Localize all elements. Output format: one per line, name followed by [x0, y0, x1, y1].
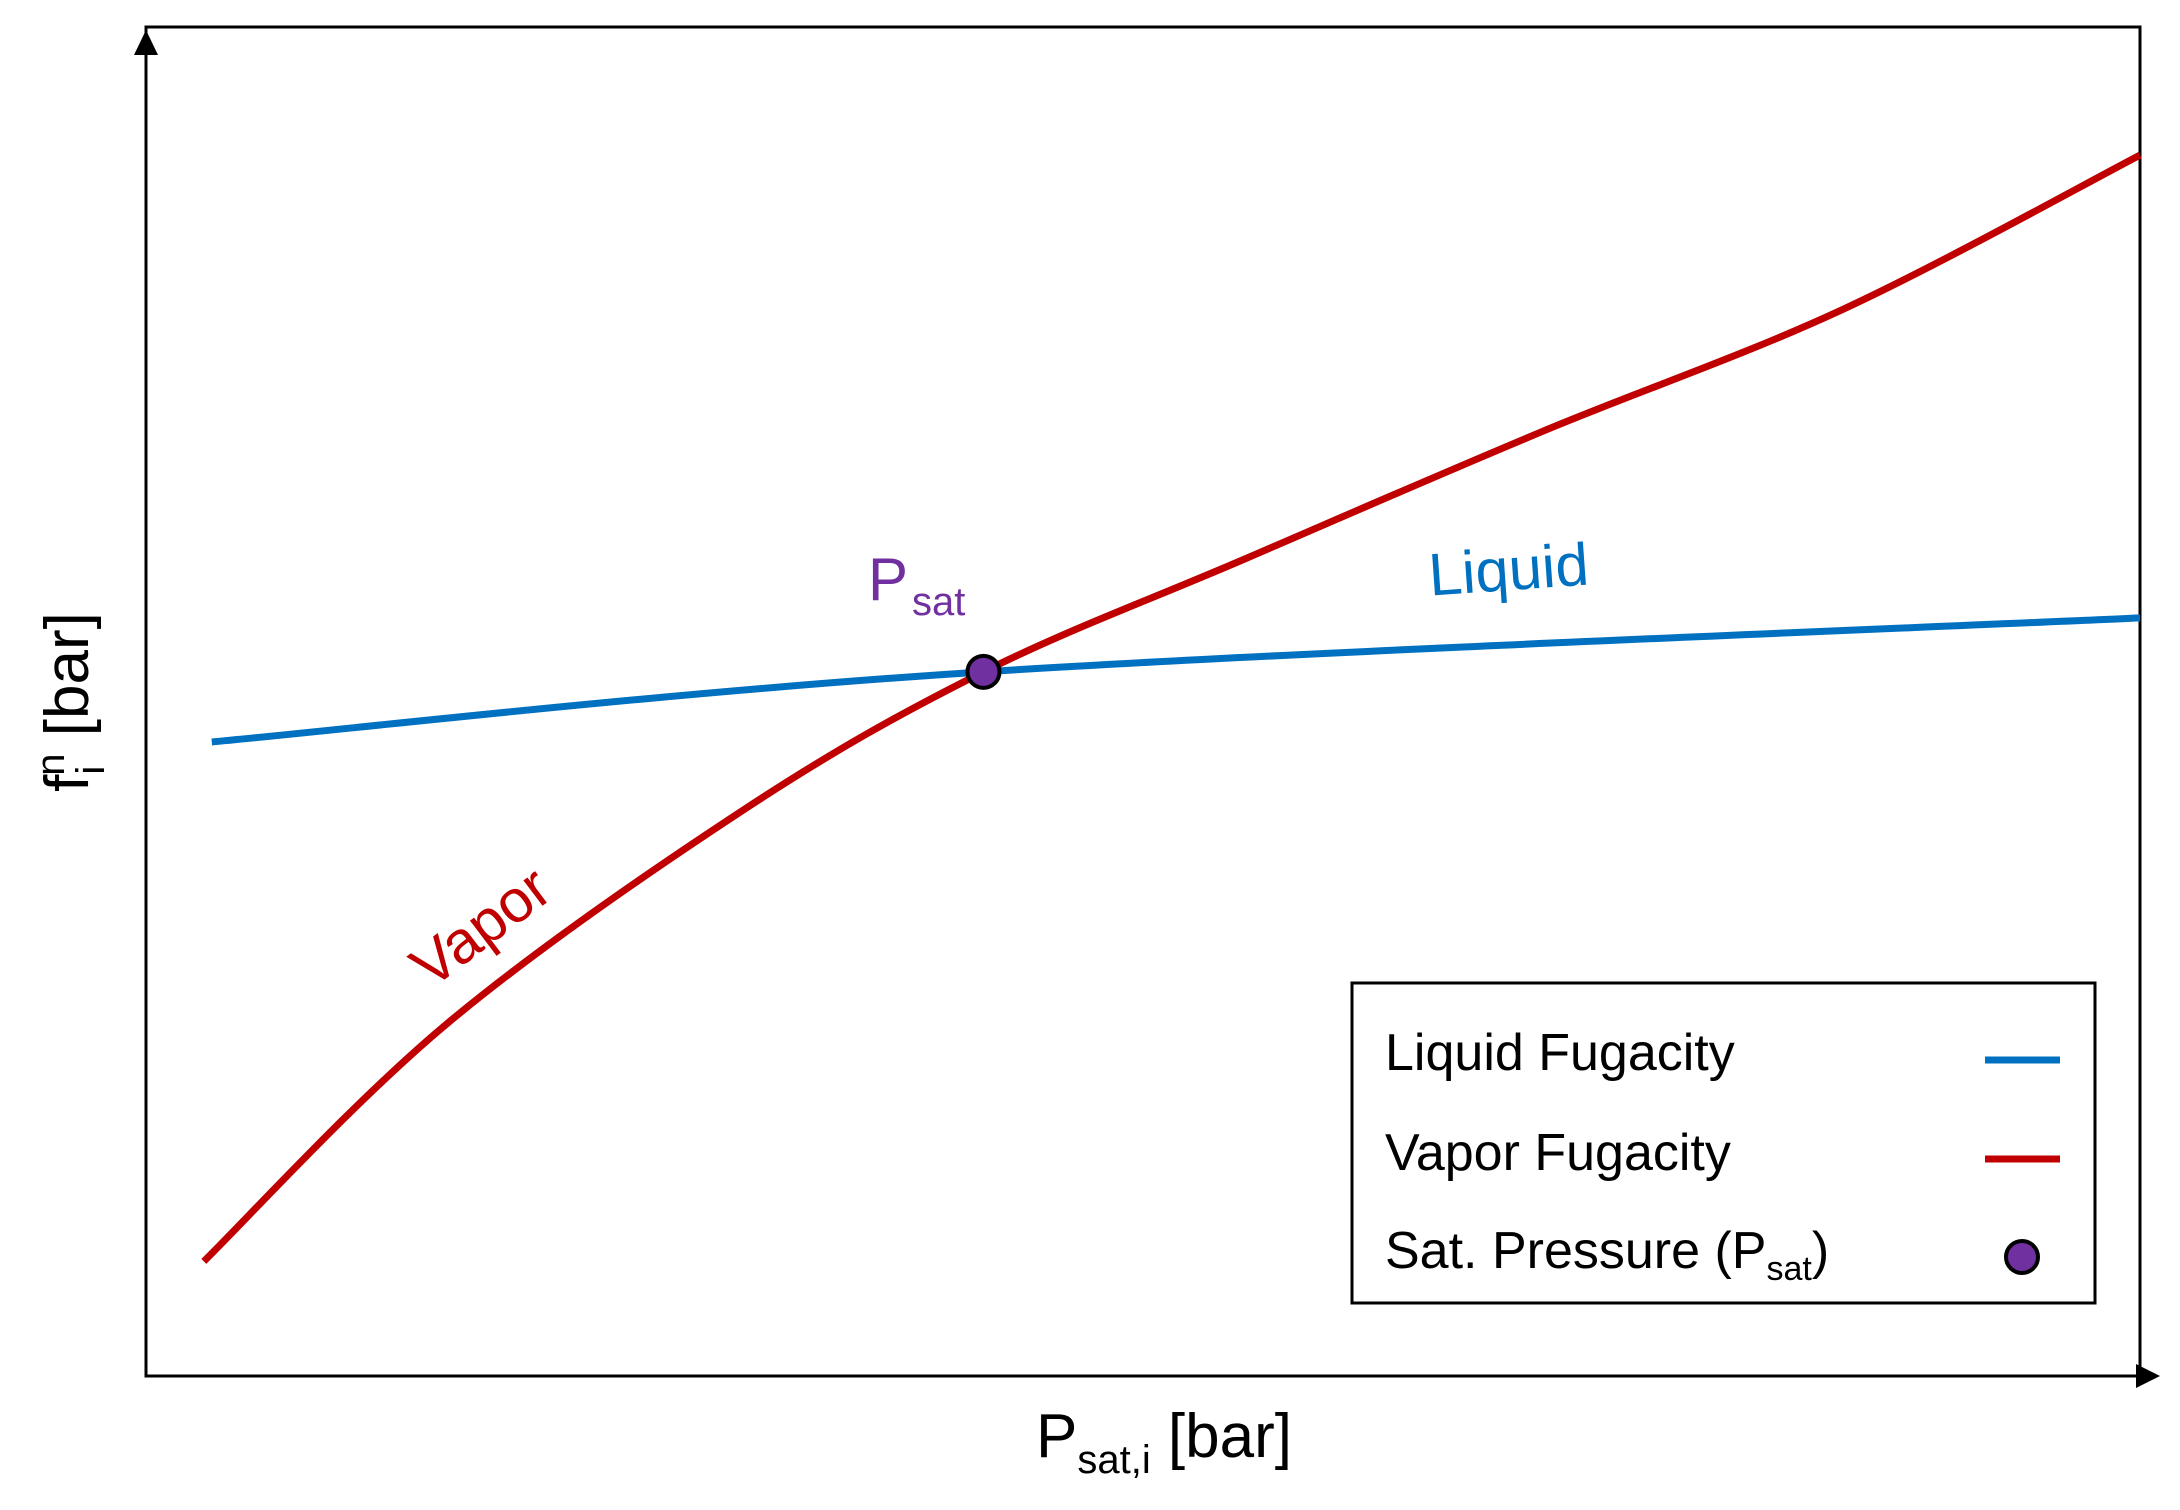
psat-annotation-sub: sat [912, 580, 965, 624]
series-line-liquid [211, 614, 2141, 746]
legend-item-psat-label: Sat. Pressure (Psat) [1385, 1222, 1829, 1288]
y-axis-arrow [134, 30, 158, 55]
legend-psat-tail: ) [1812, 1222, 1829, 1280]
legend-item-vapor-label: Vapor Fugacity [1385, 1124, 1731, 1182]
y-axis-title-main: f [33, 774, 102, 792]
vapor-inline-label: Vapor [398, 853, 563, 1000]
y-axis-title-sub: i [69, 766, 113, 775]
legend-item-liquid-label: Liquid Fugacity [1385, 1024, 1735, 1082]
x-axis-title-sub: sat,i [1077, 1438, 1150, 1482]
legend-psat-main: Sat. Pressure (P [1385, 1222, 1766, 1280]
x-axis-arrow [2136, 1364, 2160, 1388]
series-layer [201, 152, 2142, 1264]
legend-box [1350, 981, 2097, 1305]
legend: Liquid Fugacity Vapor Fugacity Sat. Pres… [1350, 981, 2097, 1305]
series-line-vapor [201, 152, 2142, 1264]
liquid-inline-label: Liquid [1426, 531, 1590, 609]
y-axis-title: fin [bar] [29, 612, 113, 792]
y-axis-title-unit: [bar] [33, 612, 102, 753]
legend-psat-sub: sat [1766, 1250, 1812, 1288]
psat-annotation-main: P [868, 546, 908, 613]
x-axis-title: Psat,i [bar] [1036, 1402, 1292, 1482]
saturation-point-marker [965, 653, 1002, 690]
legend-item-psat-swatch [2004, 1239, 2040, 1275]
plot-frame [144, 25, 2142, 1378]
x-axis-title-unit: [bar] [1151, 1402, 1292, 1471]
x-axis-title-main: P [1036, 1402, 1077, 1471]
y-axis-title-sup: n [29, 753, 73, 775]
